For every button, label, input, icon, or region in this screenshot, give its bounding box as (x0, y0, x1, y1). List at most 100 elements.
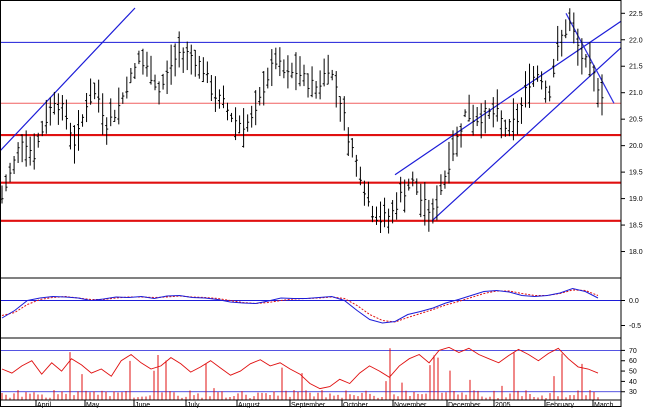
macd-tick-label: -0.5 (629, 323, 641, 330)
price-bar (576, 28, 580, 66)
price-bar (274, 47, 278, 70)
price-bar (443, 170, 447, 189)
month-label: April (37, 402, 51, 408)
price-bar (36, 132, 40, 148)
price-bar (600, 74, 604, 116)
price-bar (270, 49, 274, 87)
month-label: September (291, 402, 326, 408)
price-bar (302, 64, 306, 87)
month-label: August (238, 402, 260, 408)
price-bar (572, 12, 576, 44)
price-panel (0, 8, 604, 234)
price-bar (592, 64, 596, 92)
price-bar (395, 192, 399, 220)
month-label: 2005 (495, 402, 511, 408)
grid-layer (0, 7, 622, 222)
price-bar (89, 78, 93, 105)
price-bar (536, 65, 540, 82)
price-bar (290, 62, 294, 79)
price-bar (423, 182, 427, 226)
price-bar (32, 133, 36, 170)
price-bar (435, 185, 439, 221)
price-tick-label: 22.0 (629, 37, 643, 44)
macd-line (1, 287, 599, 324)
price-tick-label: 18.5 (629, 223, 643, 230)
price-bar (254, 90, 258, 126)
price-bar (137, 50, 141, 65)
indicator-tick-label: 60 (629, 358, 637, 365)
price-bar (411, 171, 415, 187)
price-bar (105, 117, 109, 145)
price-bar (491, 97, 495, 128)
price-bar (226, 102, 230, 121)
month-label: May (86, 402, 100, 408)
price-bar (278, 47, 282, 77)
price-tick-label: 22.5 (629, 11, 643, 18)
price-bar (121, 92, 125, 104)
price-bar (177, 31, 181, 68)
price-bar (330, 69, 334, 81)
price-bar (133, 63, 137, 80)
price-bar (528, 63, 532, 108)
price-bar (20, 134, 24, 163)
price-bar (153, 74, 157, 91)
price-bar (475, 106, 479, 127)
price-bar (387, 208, 391, 234)
price-bar (221, 85, 225, 109)
price-bar (362, 180, 366, 206)
price-bar (495, 89, 499, 122)
price-bar (157, 81, 161, 105)
price-bar (588, 41, 592, 77)
price-bar (48, 97, 52, 126)
price-bar (515, 103, 519, 135)
price-bar (246, 114, 250, 132)
price-bar (532, 66, 536, 87)
price-bar (560, 29, 564, 57)
price-bar (72, 125, 76, 164)
price-bar (419, 183, 423, 218)
price-bar (77, 110, 81, 151)
month-label: October (343, 402, 369, 408)
macd-panel (0, 287, 621, 324)
price-tick-label: 19.5 (629, 170, 643, 177)
price-tick-label: 21.0 (629, 90, 643, 97)
price-bar (310, 66, 314, 98)
price-bar (552, 58, 556, 78)
price-bar (439, 174, 443, 195)
price-bar (322, 58, 326, 87)
price-bar (431, 198, 435, 224)
price-bar (358, 166, 362, 186)
month-label: February (546, 402, 575, 408)
price-bar (342, 96, 346, 131)
price-bar (298, 56, 302, 87)
price-tick-label: 21.5 (629, 64, 643, 71)
price-bar (173, 43, 177, 77)
price-bar (584, 54, 588, 68)
price-bar (334, 71, 338, 108)
price-bar (306, 73, 310, 98)
price-bar (366, 181, 370, 207)
price-bar (101, 93, 105, 135)
price-bar (383, 197, 387, 228)
month-label: December (448, 402, 481, 408)
price-bar (568, 8, 572, 32)
price-bar (64, 99, 68, 130)
price-bar (60, 95, 64, 121)
price-bar (407, 178, 411, 191)
price-bar (209, 75, 213, 102)
price-bar (391, 200, 395, 224)
macd-tick-label: 0.0 (629, 298, 639, 305)
price-tick-label: 19.0 (629, 196, 643, 203)
price-bar (548, 85, 552, 102)
price-bar (487, 108, 491, 119)
price-bar (109, 98, 113, 127)
price-bar (16, 142, 20, 164)
price-bar (455, 126, 459, 157)
price-bar (403, 179, 407, 213)
month-label: March (594, 402, 614, 408)
price-bar (338, 96, 342, 122)
month-label: June (135, 402, 150, 408)
price-bar (556, 25, 560, 61)
price-bar (459, 123, 463, 148)
